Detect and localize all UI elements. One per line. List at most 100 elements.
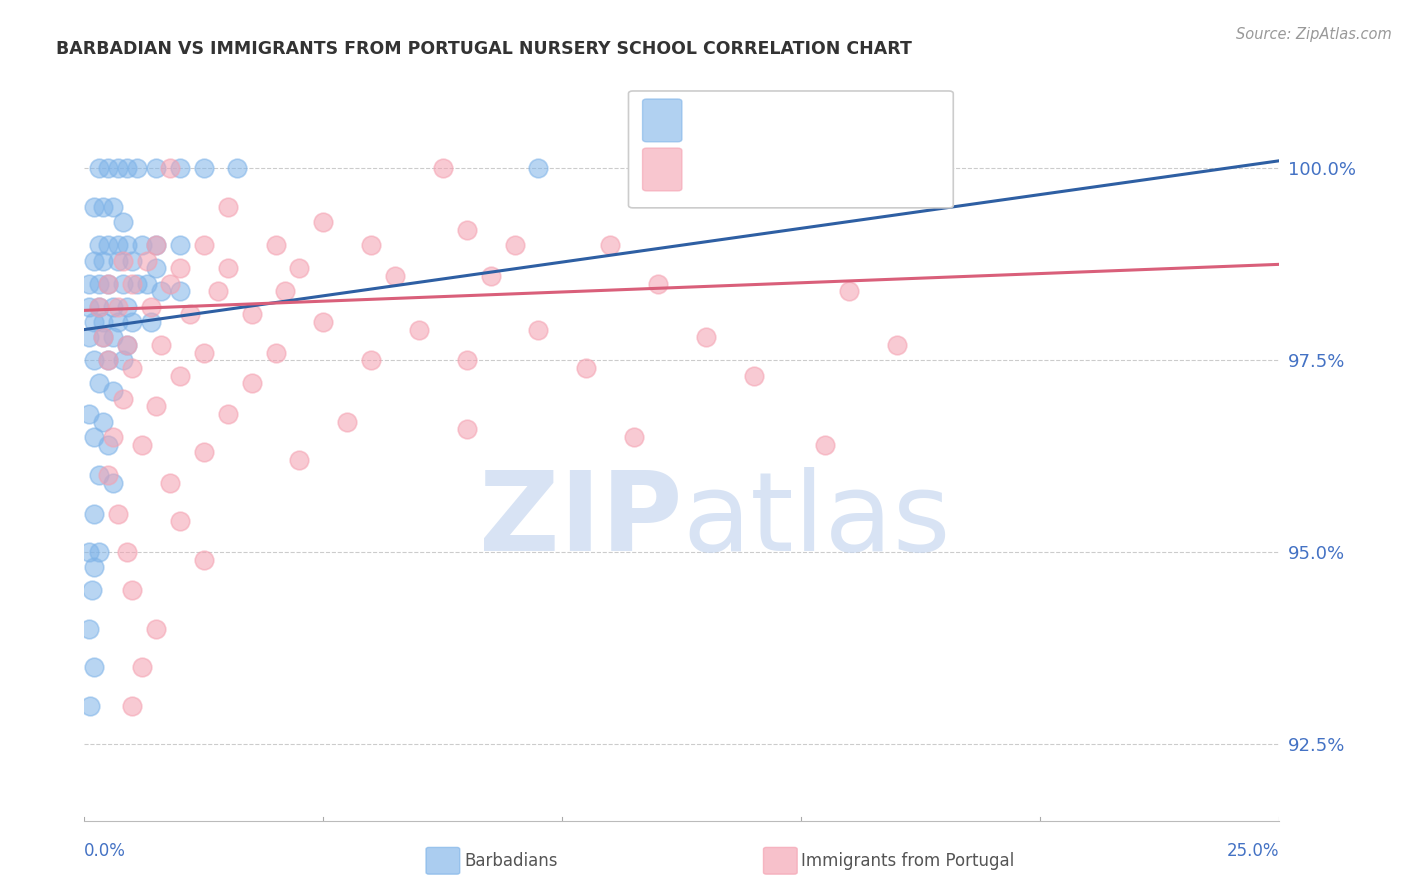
Point	[264, 345, 287, 359]
Point	[77, 277, 100, 291]
Point	[101, 476, 124, 491]
Point	[101, 200, 124, 214]
Point	[145, 622, 167, 636]
Point	[107, 161, 129, 176]
Point	[93, 415, 115, 429]
Point	[169, 368, 191, 383]
Point	[107, 300, 129, 314]
Point	[193, 238, 215, 252]
Point	[80, 583, 103, 598]
Point	[264, 238, 287, 252]
Point	[117, 238, 139, 252]
Point	[240, 307, 263, 321]
Point	[93, 315, 115, 329]
Point	[121, 583, 143, 598]
Point	[145, 238, 167, 252]
Point	[117, 338, 139, 352]
Point	[121, 698, 143, 713]
Text: BARBADIAN VS IMMIGRANTS FROM PORTUGAL NURSERY SCHOOL CORRELATION CHART: BARBADIAN VS IMMIGRANTS FROM PORTUGAL NU…	[56, 40, 912, 58]
Point	[93, 200, 115, 214]
Point	[87, 277, 110, 291]
Point	[101, 430, 124, 444]
Point	[312, 215, 335, 229]
Point	[93, 330, 115, 344]
Point	[149, 284, 172, 298]
Point	[107, 238, 129, 252]
Point	[97, 468, 120, 483]
Point	[97, 277, 120, 291]
Point	[97, 238, 120, 252]
Point	[145, 261, 167, 276]
Point	[121, 360, 143, 375]
Point	[121, 277, 143, 291]
Point	[384, 268, 406, 283]
Point	[117, 300, 139, 314]
Point	[149, 338, 172, 352]
Point	[217, 407, 239, 421]
Point	[97, 437, 120, 451]
Point	[479, 268, 502, 283]
Point	[527, 161, 550, 176]
Point	[695, 330, 717, 344]
Point	[141, 300, 163, 314]
Point	[87, 376, 110, 391]
Point	[87, 300, 110, 314]
Point	[432, 161, 454, 176]
Text: R = 0.337: R = 0.337	[689, 111, 796, 130]
Point	[647, 277, 669, 291]
Point	[312, 315, 335, 329]
Point	[838, 284, 860, 298]
Point	[131, 238, 153, 252]
Point	[207, 284, 229, 298]
Point	[159, 476, 181, 491]
Point	[117, 545, 139, 559]
Point	[93, 330, 115, 344]
Point	[83, 507, 105, 521]
Point	[125, 277, 148, 291]
Point	[135, 277, 157, 291]
Point	[131, 437, 153, 451]
Point	[456, 223, 478, 237]
Point	[623, 430, 645, 444]
Point	[111, 253, 134, 268]
Point	[503, 238, 526, 252]
Point	[111, 215, 134, 229]
Point	[169, 261, 191, 276]
Point	[77, 300, 100, 314]
Point	[159, 161, 181, 176]
Point	[193, 445, 215, 459]
Point	[179, 307, 201, 321]
Point	[77, 330, 100, 344]
Point	[742, 368, 765, 383]
Point	[101, 330, 124, 344]
Point	[193, 161, 215, 176]
Point	[83, 660, 105, 674]
Point	[97, 353, 120, 368]
Point	[97, 277, 120, 291]
Text: Barbadians: Barbadians	[464, 852, 558, 870]
Point	[360, 238, 382, 252]
Point	[169, 161, 191, 176]
Point	[456, 353, 478, 368]
Point	[169, 515, 191, 529]
Point	[288, 261, 311, 276]
Point	[193, 553, 215, 567]
Point	[159, 277, 181, 291]
Point	[336, 415, 359, 429]
Point	[145, 238, 167, 252]
Text: ZIP: ZIP	[478, 467, 682, 574]
Point	[83, 315, 105, 329]
Point	[141, 315, 163, 329]
Point	[111, 277, 134, 291]
Point	[131, 660, 153, 674]
Point	[97, 161, 120, 176]
Point	[97, 353, 120, 368]
Point	[193, 345, 215, 359]
Point	[83, 560, 105, 574]
Point	[83, 200, 105, 214]
Point	[87, 238, 110, 252]
Point	[107, 507, 129, 521]
Text: 25.0%: 25.0%	[1227, 842, 1279, 860]
Point	[169, 238, 191, 252]
Point	[101, 384, 124, 398]
